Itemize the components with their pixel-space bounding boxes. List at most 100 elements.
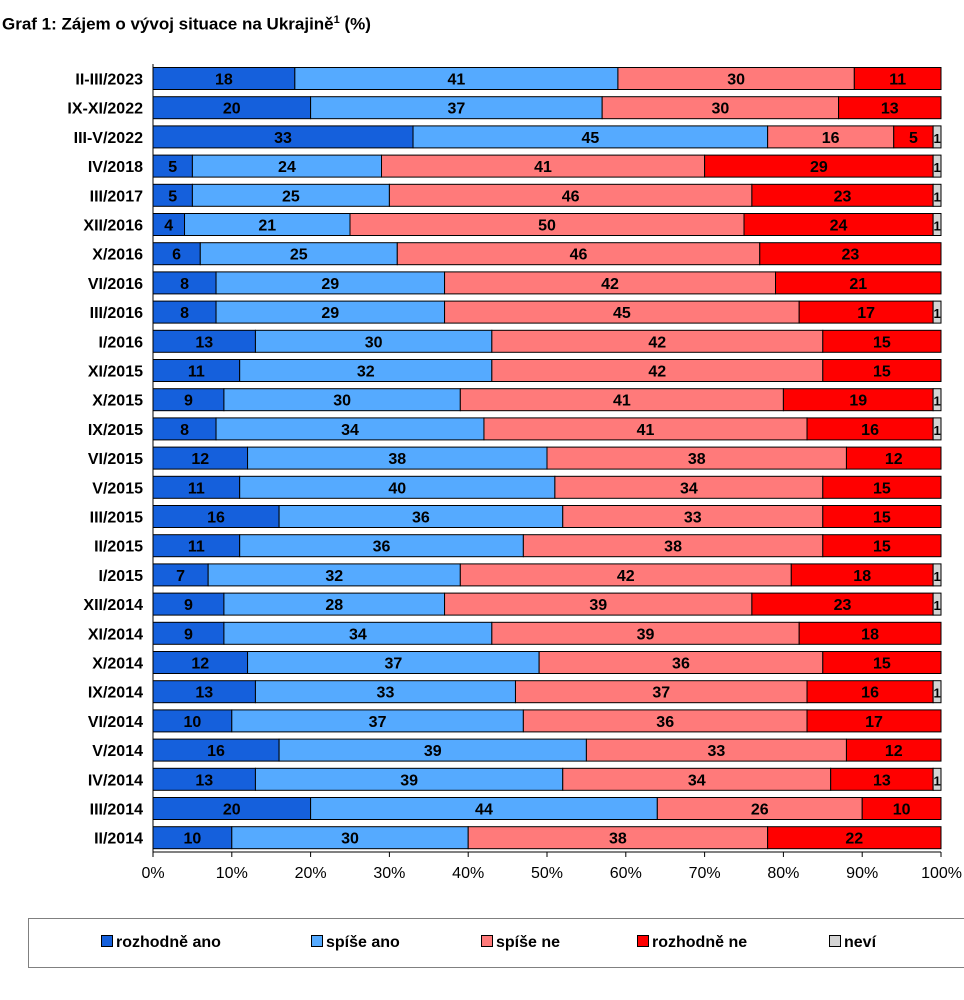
- y-tick-label: IV/2014: [88, 772, 143, 789]
- bar-data-label: 33: [274, 130, 292, 147]
- bar-data-label: 38: [664, 539, 682, 556]
- bar-data-label: 41: [613, 393, 631, 410]
- bar-data-label: 16: [861, 685, 879, 702]
- bar-data-label: 41: [447, 72, 465, 89]
- legend-label: spíše ne: [496, 934, 561, 951]
- bar-data-label: 29: [321, 305, 339, 322]
- bar-data-label: 23: [841, 247, 859, 264]
- bar-data-label: 45: [581, 130, 599, 147]
- y-tick-label: III-V/2022: [74, 130, 143, 147]
- bar-data-label: 46: [562, 188, 580, 205]
- bar-data-label: 15: [873, 364, 891, 381]
- bar-data-label: 42: [617, 568, 635, 585]
- bar-segment-rozhodně-ne: [845, 738, 942, 762]
- y-tick-label: XII/2016: [83, 218, 143, 235]
- bar-data-label: 15: [873, 656, 891, 673]
- bar-segment-rozhodně-ne: [798, 621, 942, 645]
- y-tick-label: III/2016: [90, 305, 143, 322]
- bar-data-label: 24: [830, 218, 848, 235]
- y-tick-label: IX/2014: [88, 685, 143, 702]
- bar-segment-rozhodně-ne: [822, 329, 942, 353]
- bar-data-label: 44: [475, 802, 493, 819]
- y-tick-label: X/2016: [92, 247, 143, 264]
- bar-data-label: 6: [172, 247, 181, 264]
- bar-data-label: 50: [538, 218, 556, 235]
- x-tick-label: 40%: [452, 865, 484, 882]
- y-tick-label: XI/2015: [88, 364, 143, 381]
- y-tick-label: IX/2015: [88, 422, 143, 439]
- bar-segment-rozhodně-ne: [806, 709, 942, 733]
- bar-data-label: 9: [184, 597, 193, 614]
- bar-data-label: 34: [349, 626, 367, 643]
- bar-segment-neví: [932, 388, 942, 412]
- bar-data-label: 1: [933, 394, 940, 409]
- x-tick-label: 70%: [689, 865, 721, 882]
- bar-data-label: 38: [688, 451, 706, 468]
- legend-label: spíše ano: [326, 934, 400, 951]
- bar-data-label: 41: [534, 159, 552, 176]
- bar-segment-rozhodně-ne: [845, 446, 942, 470]
- bar-data-label: 21: [258, 218, 276, 235]
- bar-data-label: 15: [873, 480, 891, 497]
- bar-data-label: 10: [184, 831, 202, 848]
- legend-swatch: [481, 935, 493, 947]
- bar-data-label: 20: [223, 101, 241, 118]
- bar-segment-neví: [932, 125, 942, 149]
- bar-data-label: 16: [822, 130, 840, 147]
- bar-data-label: 11: [188, 480, 205, 497]
- bar-segment-rozhodně-ne: [822, 534, 942, 558]
- bar-data-label: 36: [656, 714, 674, 731]
- bar-segment-neví: [932, 592, 942, 616]
- bar-segment-neví: [932, 300, 942, 324]
- bar-data-label: 45: [613, 305, 631, 322]
- bar-segment-neví: [932, 680, 942, 704]
- legend-item: rozhodně ne: [637, 934, 747, 952]
- y-tick-label: II/2015: [94, 539, 143, 556]
- y-tick-label: III/2014: [90, 802, 143, 819]
- bar-data-label: 39: [424, 743, 442, 760]
- bar-data-label: 1: [933, 306, 940, 321]
- y-tick-label: V/2015: [92, 480, 143, 497]
- bar-data-label: 30: [727, 72, 745, 89]
- bar-data-label: 15: [873, 510, 891, 527]
- bar-data-label: 9: [184, 393, 193, 410]
- bar-data-label: 13: [195, 334, 213, 351]
- bar-data-label: 8: [180, 276, 189, 293]
- bar-segment-neví: [932, 767, 942, 791]
- bar-data-label: 16: [861, 422, 879, 439]
- bar-data-label: 39: [637, 626, 655, 643]
- x-tick-label: 60%: [610, 865, 642, 882]
- bar-data-label: 1: [933, 773, 940, 788]
- bar-data-label: 4: [164, 218, 173, 235]
- y-tick-label: XI/2014: [88, 626, 143, 643]
- bar-segment-rozhodně-ne: [838, 96, 942, 120]
- bar-data-label: 42: [648, 334, 666, 351]
- bar-data-label: 33: [377, 685, 395, 702]
- x-tick-label: 10%: [216, 865, 248, 882]
- bar-data-label: 15: [873, 334, 891, 351]
- x-tick-label: 0%: [141, 865, 164, 882]
- legend-item: neví: [829, 934, 876, 952]
- bar-data-label: 26: [751, 802, 769, 819]
- bar-segment-rozhodně-ne: [822, 475, 942, 499]
- bar-data-label: 13: [881, 101, 899, 118]
- bar-data-label: 34: [680, 480, 698, 497]
- bar-data-label: 12: [885, 451, 903, 468]
- bar-segment-neví: [932, 183, 942, 207]
- bar-segment-rozhodně-ne: [759, 242, 942, 266]
- bar-data-label: 1: [933, 569, 940, 584]
- bar-data-label: 36: [672, 656, 690, 673]
- chart-title-superscript: 1: [333, 14, 340, 26]
- legend-swatch: [101, 935, 113, 947]
- bar-data-label: 8: [180, 305, 189, 322]
- bar-segment-rozhodně-ne: [822, 359, 942, 382]
- bar-data-label: 12: [191, 451, 209, 468]
- legend-label: neví: [844, 934, 877, 951]
- bar-data-label: 16: [207, 510, 225, 527]
- legend-item: spíše ano: [311, 934, 400, 952]
- chart-title-suffix: (%): [339, 14, 371, 34]
- bar-data-label: 15: [873, 539, 891, 556]
- bar-data-label: 1: [933, 598, 940, 613]
- legend-swatch: [829, 935, 841, 947]
- bar-data-label: 42: [648, 364, 666, 381]
